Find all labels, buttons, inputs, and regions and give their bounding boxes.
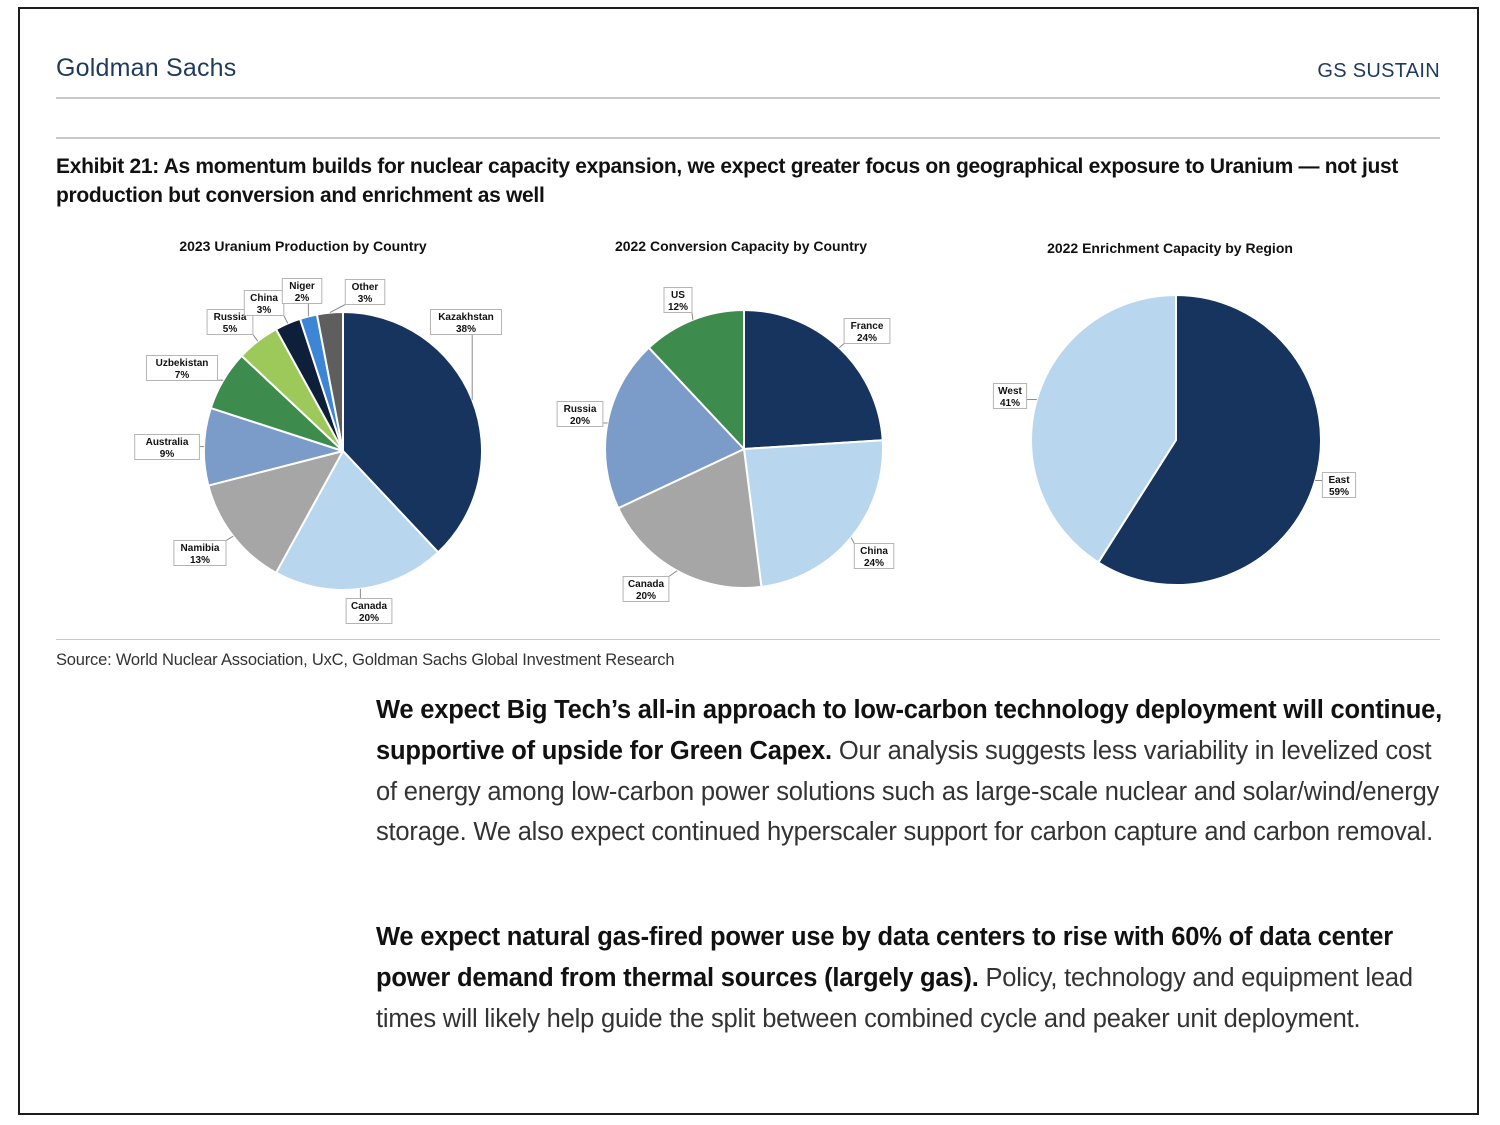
chart2-label-value-france: 24% (857, 333, 877, 344)
chart1-label-name-australia: Australia (146, 437, 189, 448)
chart3-label-name-west: West (998, 386, 1022, 397)
chart1-label-box-canada (345, 598, 393, 624)
chart1-leader-china (283, 315, 289, 324)
chart1-label-name-canada: Canada (351, 601, 388, 612)
paragraph-green-capex: We expect Big Tech’s all-in approach to … (376, 690, 1446, 853)
chart2-leader-france (838, 343, 845, 349)
chart2-title: 2022 Conversion Capacity by Country (615, 238, 867, 254)
chart1-label-value-russia: 5% (223, 324, 238, 335)
chart2-label-box-canada (622, 576, 670, 602)
header-rule (56, 97, 1440, 99)
chart1-title: 2023 Uranium Production by Country (179, 238, 427, 254)
chart2-label-value-canada: 20% (636, 591, 656, 602)
chart1-label-box-kazakhstan (430, 309, 502, 335)
chart1-slice-australia (203, 407, 344, 487)
chart3-label-box-west (992, 383, 1028, 409)
chart2-label-box-china (853, 543, 895, 569)
chart2-label-value-russia: 20% (570, 416, 590, 427)
chart1-label-name-russia: Russia (214, 312, 247, 323)
exhibit-title: Exhibit 21: As momentum builds for nucle… (56, 155, 1399, 207)
chart2-label-name-france: France (851, 321, 884, 332)
chart1-label-name-niger: Niger (289, 281, 315, 292)
chart2-label-value-us: 12% (668, 302, 688, 313)
chart2-label-box-us (663, 287, 693, 313)
chart1-label-value-kazakhstan: 38% (456, 324, 476, 335)
chart1-label-name-uzbekistan: Uzbekistan (156, 358, 209, 369)
chart2-slice-france (743, 309, 884, 450)
chart1-leader-russia (252, 334, 259, 342)
product-name: GS SUSTAIN (1317, 60, 1440, 82)
paragraph-natural-gas-lead: We expect natural gas-fired power use by… (376, 923, 1394, 992)
chart1-label-value-canada: 20% (359, 613, 379, 624)
chart3-title: 2022 Enrichment Capacity by Region (1047, 240, 1293, 256)
chart1-label-box-uzbekistan (146, 355, 218, 381)
chart2-slice-canada (617, 448, 763, 589)
chart1-label-name-other: Other (352, 282, 379, 293)
chart2-label-name-russia: Russia (564, 404, 597, 415)
brand-name: Goldman Sachs (56, 54, 237, 82)
chart1-label-value-namibia: 13% (190, 555, 210, 566)
chart2-slice-us (647, 309, 745, 450)
chart1-leader-other (329, 304, 346, 314)
chart1-label-value-niger: 2% (295, 293, 310, 304)
chart2-label-box-france (843, 318, 891, 344)
chart1-slice-kazakhstan (342, 311, 483, 554)
chart2-label-box-russia (556, 401, 604, 427)
paragraph-green-capex-lead: We expect Big Tech’s all-in approach to … (376, 696, 1443, 765)
exhibit-top-rule (56, 137, 1440, 139)
paragraph-natural-gas-text: Policy, technology and equipment lead ti… (376, 963, 1413, 1033)
paragraph-natural-gas: We expect natural gas-fired power use by… (376, 917, 1446, 1039)
paragraph-green-capex-text: Our analysis suggests less variability i… (376, 736, 1440, 847)
chart1-label-box-australia (134, 434, 200, 460)
exhibit-bottom-rule (56, 639, 1440, 640)
chart1-label-value-china: 3% (257, 305, 272, 316)
chart1-label-value-australia: 9% (160, 449, 175, 460)
chart1-label-box-namibia (173, 540, 227, 566)
chart1-leader-namibia (225, 535, 234, 541)
chart1-label-name-kazakhstan: Kazakhstan (438, 312, 494, 323)
chart1-label-value-other: 3% (358, 294, 373, 305)
pie-charts-figure: 2023 Uranium Production by Country Kazakh… (134, 238, 1357, 624)
chart3-label-value-west: 41% (1000, 398, 1020, 409)
chart2-label-name-china: China (860, 546, 888, 557)
chart1-label-name-namibia: Namibia (181, 543, 220, 554)
chart2-label-name-us: US (671, 290, 685, 301)
chart3-label-box-east (1321, 472, 1357, 498)
chart1-label-value-uzbekistan: 7% (175, 370, 190, 381)
chart2-leader-us (691, 312, 694, 320)
chart2-label-name-canada: Canada (628, 579, 665, 590)
chart1-label-name-china: China (250, 293, 278, 304)
chart2-leader-china (850, 537, 855, 544)
chart3-label-name-east: East (1328, 475, 1350, 486)
chart3-label-value-east: 59% (1329, 487, 1349, 498)
chart2-label-value-china: 24% (864, 558, 884, 569)
source-note: Source: World Nuclear Association, UxC, … (56, 651, 675, 669)
chart1-label-box-niger (281, 278, 323, 304)
chart2-leader-canada (668, 570, 678, 577)
chart1-label-box-other (344, 279, 386, 305)
